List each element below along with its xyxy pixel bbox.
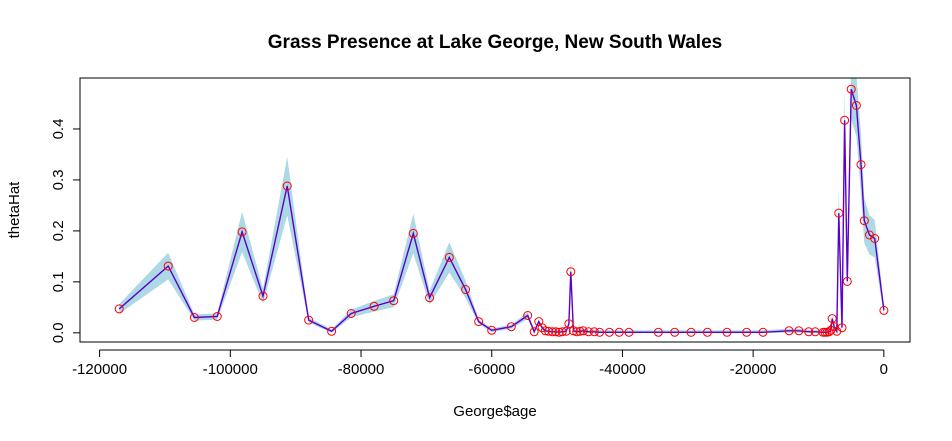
- data-point: [554, 327, 564, 337]
- data-point: [842, 276, 852, 286]
- y-axis-label: thetaHat: [6, 181, 23, 239]
- x-tick-label: -60000: [468, 361, 515, 378]
- data-point: [487, 325, 497, 335]
- data-point: [282, 181, 292, 191]
- x-tick-label: -100000: [203, 361, 258, 378]
- data-point: [540, 326, 550, 336]
- data-point: [389, 296, 399, 306]
- data-point: [408, 228, 418, 238]
- data-point: [551, 327, 561, 337]
- data-point: [722, 327, 732, 337]
- chart-title: Grass Presence at Lake George, New South…: [268, 32, 722, 53]
- data-point: [557, 327, 567, 337]
- data-point: [237, 227, 247, 237]
- data-point: [369, 301, 379, 311]
- y-tick-label: 0.0: [50, 322, 67, 343]
- x-tick-label: 0: [880, 361, 888, 378]
- x-tick-label: -80000: [338, 361, 385, 378]
- data-point: [837, 323, 847, 333]
- data-point: [584, 327, 593, 337]
- data-point: [506, 322, 516, 332]
- data-point: [572, 327, 582, 337]
- y-tick-label: 0.4: [50, 119, 67, 140]
- data-point: [840, 115, 850, 125]
- data-point: [258, 291, 268, 301]
- data-point: [564, 319, 574, 329]
- data-point: [474, 317, 484, 327]
- data-point: [589, 327, 599, 337]
- data-point: [523, 311, 533, 320]
- data-point: [859, 216, 869, 226]
- data-point: [425, 293, 435, 303]
- data-point: [856, 160, 866, 170]
- data-point: [604, 327, 614, 337]
- x-tick-label: -40000: [599, 361, 646, 378]
- data-point: [784, 326, 794, 336]
- y-tick-label: 0.1: [50, 271, 67, 292]
- data-point: [624, 327, 634, 337]
- data-point: [742, 327, 752, 337]
- data-point: [653, 327, 663, 337]
- data-point: [879, 305, 889, 315]
- data-point: [686, 327, 696, 337]
- data-point: [189, 313, 199, 322]
- data-point: [846, 84, 856, 94]
- data-point: [529, 327, 539, 337]
- data-point: [794, 326, 804, 336]
- data-point: [827, 314, 837, 324]
- y-tick-label: 0.2: [50, 220, 67, 241]
- data-point: [114, 304, 124, 314]
- data-point: [461, 285, 471, 294]
- x-axis: -120000 -100000 -80000 -60000 -40000 -20000 0: [72, 349, 888, 378]
- data-point: [702, 327, 712, 337]
- data-point: [834, 208, 844, 218]
- data-point: [548, 327, 557, 337]
- x-tick-label: -20000: [730, 361, 777, 378]
- data-point: [444, 252, 454, 262]
- data-point: [212, 312, 222, 321]
- data-point: [870, 234, 880, 243]
- y-tick-label: 0.3: [50, 169, 67, 190]
- data-point: [670, 327, 680, 337]
- y-axis: 0.0 0.1 0.2 0.3 0.4: [50, 119, 81, 343]
- data-point: [578, 326, 588, 336]
- data-point: [614, 327, 624, 337]
- data-point: [575, 326, 585, 336]
- data-point: [804, 327, 814, 337]
- data-point: [327, 326, 337, 336]
- data-point: [566, 267, 576, 277]
- x-tick-label: -120000: [72, 361, 127, 378]
- data-point: [544, 326, 554, 336]
- data-point: [304, 315, 314, 325]
- data-point: [595, 327, 605, 337]
- data-point: [851, 101, 861, 110]
- x-axis-label: George$age: [453, 403, 536, 420]
- data-point: [758, 327, 768, 337]
- data-point-layer: [114, 84, 889, 337]
- data-point: [346, 309, 356, 318]
- data-point: [163, 261, 173, 271]
